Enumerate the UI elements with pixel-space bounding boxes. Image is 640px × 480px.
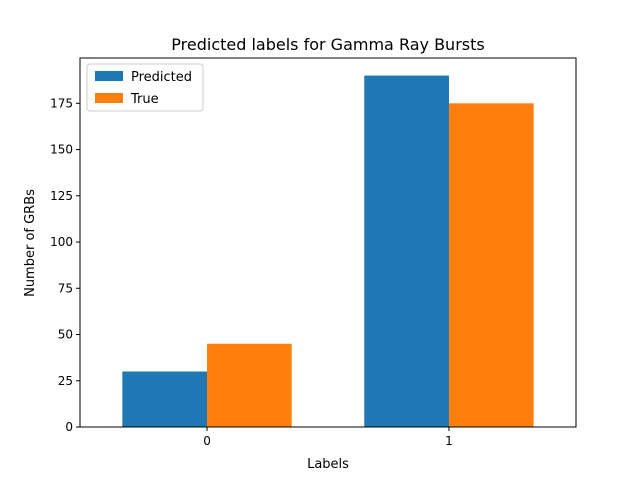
y-tick-label: 50 (58, 328, 73, 342)
legend-label-true: True (130, 92, 159, 107)
bar-predicted-1 (364, 75, 449, 427)
legend-swatch-true (95, 93, 123, 103)
x-axis-label: Labels (307, 457, 349, 472)
legend: Predicted True (86, 63, 204, 112)
chart-title: Predicted labels for Gamma Ray Bursts (171, 35, 484, 54)
y-tick-label: 125 (50, 189, 73, 203)
plot-area: 0 25 50 75 100 125 150 175 0 1 (50, 57, 577, 448)
y-tick-label: 100 (50, 235, 73, 249)
legend-label-predicted: Predicted (131, 70, 192, 85)
y-tick-label: 75 (58, 281, 73, 295)
y-tick-label: 150 (50, 143, 73, 157)
bar-predicted-0 (122, 371, 208, 427)
y-tick-label: 0 (65, 420, 73, 434)
y-axis-label: Number of GRBs (23, 189, 38, 297)
bar-true-0 (207, 343, 292, 427)
bar-true-1 (448, 103, 534, 427)
x-tick-label: 1 (445, 434, 453, 448)
y-tick-label: 25 (58, 374, 73, 388)
x-tick-label: 0 (203, 434, 211, 448)
legend-swatch-predicted (95, 71, 123, 81)
y-tick-label: 175 (50, 96, 73, 110)
